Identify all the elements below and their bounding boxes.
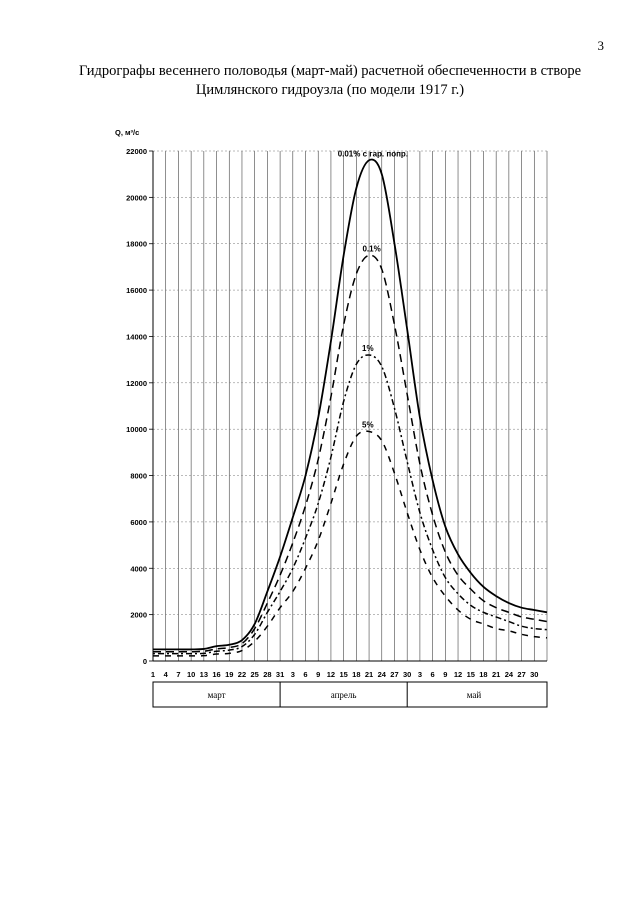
x-tick-label: 10 bbox=[187, 670, 195, 679]
x-tick-label: 16 bbox=[212, 670, 220, 679]
y-tick-label: 10000 bbox=[126, 425, 147, 434]
y-tick-label: 2000 bbox=[130, 611, 147, 620]
page-title: Гидрографы весеннего половодья (март-май… bbox=[40, 62, 620, 100]
y-tick-label: 16000 bbox=[126, 286, 147, 295]
y-axis-label: Q, м³/с bbox=[115, 128, 139, 137]
y-tick-label: 14000 bbox=[126, 332, 147, 341]
series-label: 0.01% с гар. попр. bbox=[338, 149, 408, 158]
x-tick-label: 18 bbox=[479, 670, 487, 679]
series-lines bbox=[152, 158, 548, 657]
x-tick-label: 6 bbox=[431, 670, 435, 679]
month-table-frame bbox=[152, 681, 548, 708]
series-line bbox=[152, 158, 548, 651]
series-label: 1% bbox=[362, 344, 374, 353]
month-label: апрель bbox=[331, 690, 357, 700]
x-tick-label: 13 bbox=[200, 670, 208, 679]
x-tick-label: 30 bbox=[530, 670, 538, 679]
y-tick-label: 18000 bbox=[126, 240, 147, 249]
x-tick-label: 3 bbox=[418, 670, 422, 679]
month-label: март bbox=[208, 690, 226, 700]
x-tick-label: 15 bbox=[339, 670, 347, 679]
y-tick-label: 0 bbox=[143, 657, 147, 666]
y-tick-label: 6000 bbox=[130, 518, 147, 527]
x-tick-label: 7 bbox=[176, 670, 180, 679]
x-tick-label: 19 bbox=[225, 670, 233, 679]
y-tick-label: 20000 bbox=[126, 193, 147, 202]
title-line-2: Цимлянского гидроузла (по модели 1917 г.… bbox=[195, 82, 465, 98]
x-tick-label: 31 bbox=[276, 670, 284, 679]
y-tick-label: 22000 bbox=[126, 147, 147, 156]
axes: 0200040006000800010000120001400016000180… bbox=[115, 128, 547, 679]
x-tick-label: 9 bbox=[443, 670, 447, 679]
x-tick-label: 27 bbox=[390, 670, 398, 679]
page-number: 3 bbox=[597, 38, 605, 53]
x-tick-label: 28 bbox=[263, 670, 271, 679]
series-label: 5% bbox=[362, 421, 374, 430]
y-tick-label: 8000 bbox=[130, 472, 147, 481]
x-tick-label: 27 bbox=[517, 670, 525, 679]
series-labels: 0.01% с гар. попр. 0.1% 1% 5% bbox=[338, 149, 408, 429]
x-tick-label: 15 bbox=[467, 670, 475, 679]
x-tick-label: 9 bbox=[316, 670, 320, 679]
x-tick-label: 1 bbox=[151, 670, 155, 679]
y-tick-label: 12000 bbox=[126, 379, 147, 388]
series-label: 0.1% bbox=[362, 244, 380, 253]
x-tick-label: 18 bbox=[352, 670, 360, 679]
x-tick-label: 4 bbox=[164, 670, 169, 679]
x-tick-label: 22 bbox=[238, 670, 246, 679]
x-tick-label: 12 bbox=[327, 670, 335, 679]
month-table: март апрель май bbox=[152, 681, 548, 708]
y-tick-label: 4000 bbox=[130, 564, 147, 573]
x-tick-label: 21 bbox=[492, 670, 500, 679]
x-tick-label: 24 bbox=[378, 670, 387, 679]
month-label: май bbox=[467, 690, 482, 700]
x-tick-label: 12 bbox=[454, 670, 462, 679]
x-tick-label: 24 bbox=[505, 670, 514, 679]
series-line bbox=[153, 430, 548, 657]
series-line bbox=[152, 354, 548, 655]
x-tick-label: 3 bbox=[291, 670, 295, 679]
title-line-1: Гидрографы весеннего половодья (март-май… bbox=[78, 63, 582, 79]
x-tick-label: 21 bbox=[365, 670, 373, 679]
grid-lines bbox=[152, 150, 548, 662]
series-line bbox=[152, 254, 548, 653]
x-tick-label: 6 bbox=[303, 670, 307, 679]
x-tick-label: 25 bbox=[251, 670, 259, 679]
x-tick-label: 30 bbox=[403, 670, 411, 679]
